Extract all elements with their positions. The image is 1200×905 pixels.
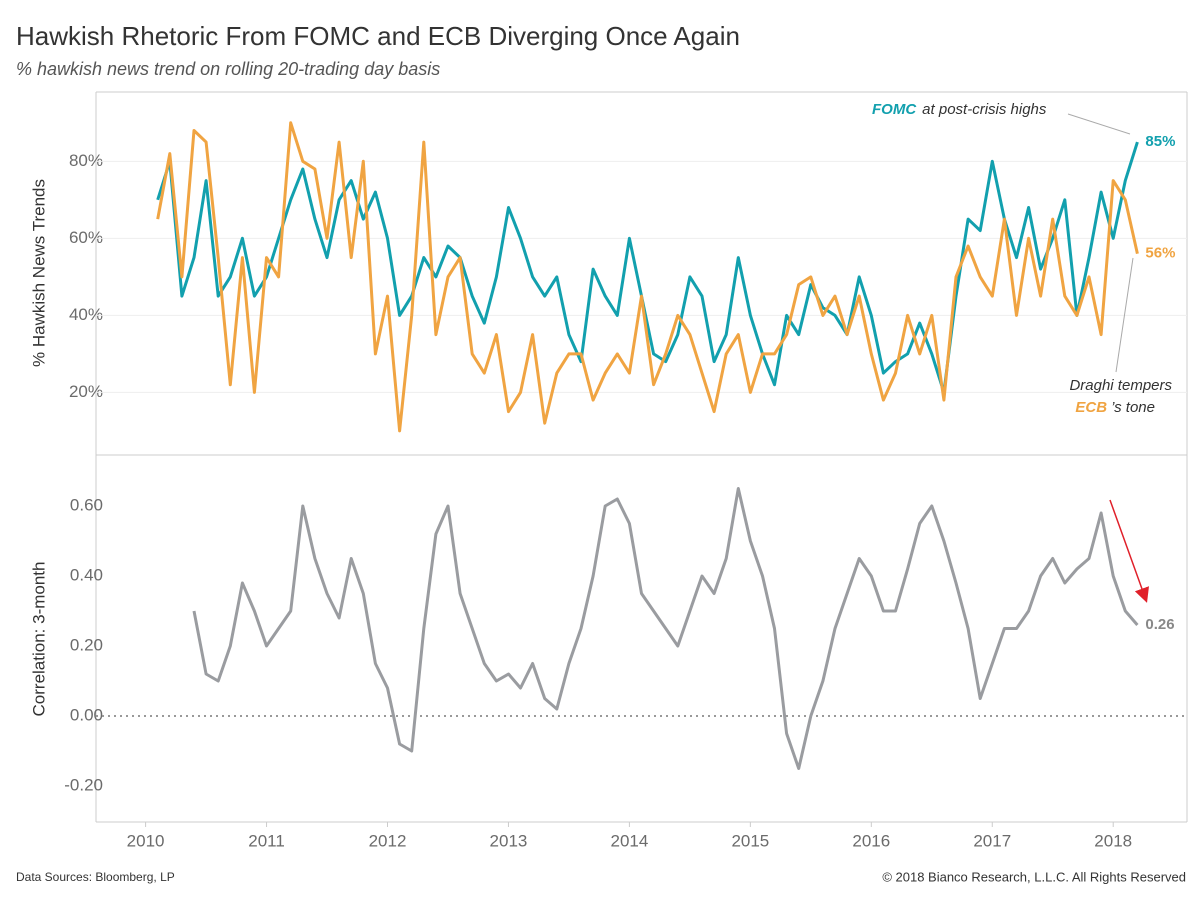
y-tick-label: 0.60: [70, 496, 103, 515]
y-tick-label: 0.20: [70, 635, 103, 654]
x-tick-label: 2013: [490, 831, 528, 850]
y-axis-title: % Hawkish News Trends: [29, 179, 48, 367]
y-tick-label: 20%: [69, 382, 103, 401]
leader-line: [1115, 257, 1134, 373]
copyright: © 2018 Bianco Research, L.L.C. All Right…: [882, 869, 1186, 884]
annotation-text: at post-crisis highs: [922, 101, 1047, 118]
x-tick-label: 2012: [369, 831, 407, 850]
marks: 20% 40% 60% 80% % Hawkish News Trends 85% 56% -…: [29, 121, 1187, 850]
y-tick-label: 60%: [69, 228, 103, 247]
value-label: 56%: [1145, 245, 1175, 262]
chart-subtitle: % hawkish news trend on rolling 20-tradi…: [16, 59, 440, 79]
y-axis-title: Correlation: 3-month: [29, 562, 48, 717]
y-tick-label: 40%: [69, 305, 103, 324]
annotation: Draghi tempers: [1069, 377, 1172, 394]
x-tick-label: 2014: [610, 831, 648, 850]
annotation: ECB’s tone: [1075, 399, 1155, 416]
annotation-text: ’s tone: [1111, 399, 1155, 416]
source: Data Sources: Bloomberg, LP: [16, 870, 175, 884]
x-tick-label: 2011: [248, 831, 285, 850]
y-tick-label: 0.00: [70, 705, 103, 724]
x-tick-label: 2015: [731, 831, 769, 850]
value-label: 0.26: [1145, 616, 1174, 633]
x-tick-label: 2016: [852, 831, 890, 850]
y-tick-label: 80%: [69, 151, 103, 170]
arrow: [1109, 499, 1149, 603]
y-tick-label: 0.40: [70, 566, 103, 585]
series-line: [192, 487, 1139, 770]
x-tick-label: 2017: [973, 831, 1011, 850]
annotation-series: FOMC: [872, 101, 917, 118]
annotation: FOMC at post-crisis highs: [872, 101, 1047, 118]
chart-title: Hawkish Rhetoric From FOMC and ECB Diver…: [16, 21, 740, 51]
annotation-series: ECB: [1075, 399, 1107, 416]
value-label: 85%: [1145, 133, 1175, 150]
x-tick-label: 2018: [1094, 831, 1132, 850]
y-tick-label: -0.20: [64, 775, 103, 794]
series-line: [156, 141, 1139, 394]
leader-line: [1067, 113, 1131, 135]
series-line: [156, 121, 1139, 433]
x-tick-label: 2010: [127, 831, 165, 850]
